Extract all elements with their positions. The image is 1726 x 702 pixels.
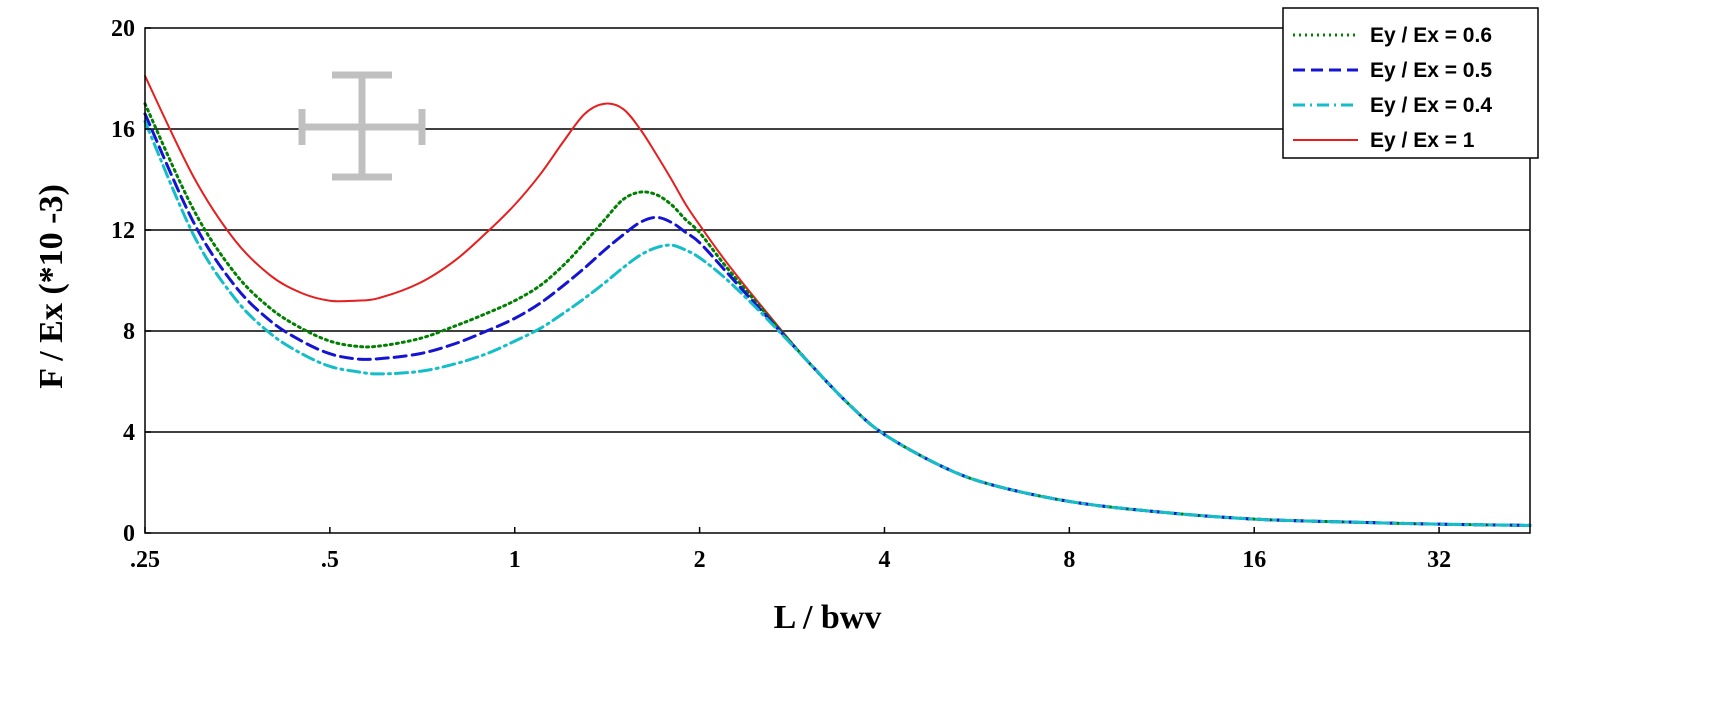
x-tick-label: 16 — [1242, 547, 1266, 573]
x-tick-label: 1 — [509, 547, 521, 573]
y-tick-label: 0 — [123, 521, 135, 547]
legend-label-2: Ey / Ex = 0.4 — [1370, 94, 1492, 117]
legend-label-3: Ey / Ex = 1 — [1370, 129, 1475, 152]
series-lines — [143, 74, 1532, 527]
x-tick-label: .25 — [130, 547, 160, 573]
crosshair-icon — [298, 71, 426, 181]
x-tick-label: .5 — [321, 547, 339, 573]
x-tick-label: 8 — [1063, 547, 1075, 573]
y-tick-labels: 0 4 8 12 16 20 — [111, 16, 151, 547]
x-tick-label: 2 — [694, 547, 706, 573]
legend-box — [1282, 7, 1539, 159]
plot-frame — [144, 27, 1531, 534]
x-tick-label: 32 — [1427, 547, 1451, 573]
legend: Ey / Ex = 0.6 Ey / Ex = 0.5 Ey / Ex = 0.4 E… — [1282, 7, 1539, 159]
series-line-0 — [143, 102, 1532, 527]
legend-label-1: Ey / Ex = 0.5 — [1370, 59, 1492, 82]
x-tick-labels: .25 .5 1 2 4 8 16 32 — [130, 527, 1451, 573]
y-tick-label: 4 — [123, 420, 135, 446]
x-axis-label: L / bwv — [774, 599, 882, 636]
legend-label-0: Ey / Ex = 0.6 — [1370, 24, 1492, 47]
x-tick-label: 4 — [878, 547, 890, 573]
y-tick-label: 8 — [123, 319, 135, 345]
y-tick-label: 12 — [111, 218, 135, 244]
series-line-2 — [143, 119, 1532, 527]
y-axis-label: F / Ex (*10 -3) — [33, 184, 70, 389]
y-tick-label: 20 — [111, 16, 135, 42]
y-tick-label: 16 — [111, 117, 135, 143]
